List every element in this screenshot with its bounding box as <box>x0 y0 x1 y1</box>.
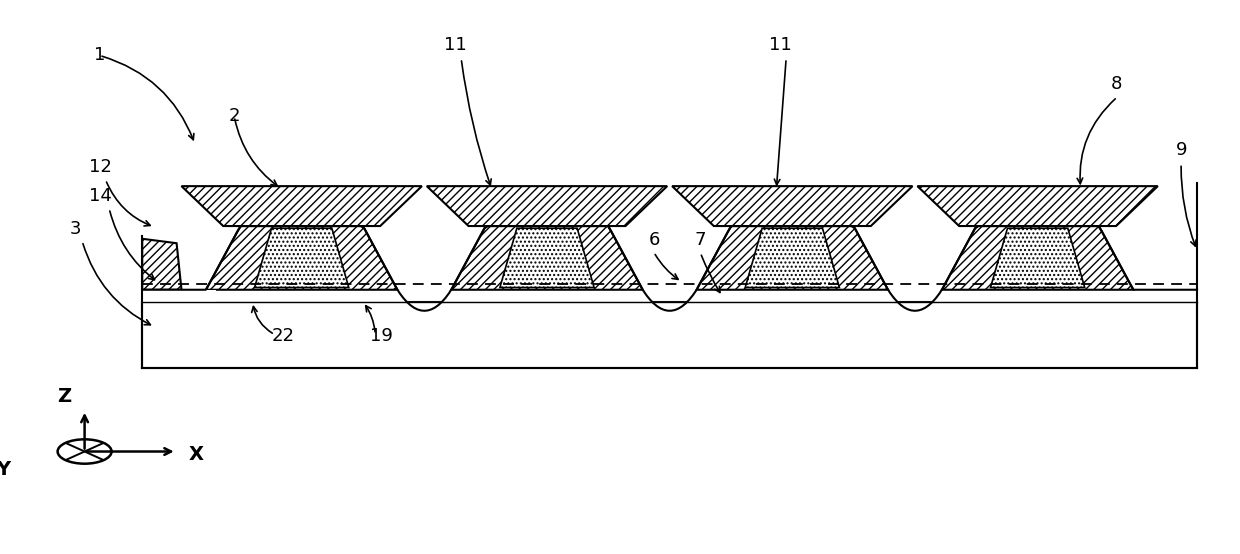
Text: 19: 19 <box>370 327 393 345</box>
Polygon shape <box>918 186 1158 226</box>
Polygon shape <box>143 302 1197 368</box>
Text: 12: 12 <box>89 158 113 176</box>
Text: 2: 2 <box>228 107 241 125</box>
Polygon shape <box>143 290 216 302</box>
Polygon shape <box>143 226 1197 311</box>
Text: 11: 11 <box>769 36 791 54</box>
Polygon shape <box>942 226 1133 290</box>
Text: Y: Y <box>0 460 10 479</box>
Text: 8: 8 <box>1111 75 1122 93</box>
Text: 22: 22 <box>272 327 295 345</box>
Text: 6: 6 <box>649 231 660 249</box>
Polygon shape <box>500 228 594 288</box>
Polygon shape <box>672 186 913 226</box>
Polygon shape <box>254 228 348 288</box>
Text: 1: 1 <box>94 47 105 64</box>
Polygon shape <box>181 186 422 226</box>
Text: 14: 14 <box>89 187 113 204</box>
Polygon shape <box>991 228 1085 288</box>
Polygon shape <box>451 226 642 290</box>
Polygon shape <box>745 228 839 288</box>
Polygon shape <box>697 226 888 290</box>
Text: 3: 3 <box>69 220 82 238</box>
Text: 7: 7 <box>694 231 706 249</box>
Text: Z: Z <box>57 387 72 406</box>
Text: 9: 9 <box>1177 141 1188 159</box>
Polygon shape <box>143 239 181 290</box>
Polygon shape <box>206 226 397 290</box>
Polygon shape <box>427 186 667 226</box>
Text: 11: 11 <box>444 36 466 54</box>
Text: X: X <box>188 445 203 464</box>
